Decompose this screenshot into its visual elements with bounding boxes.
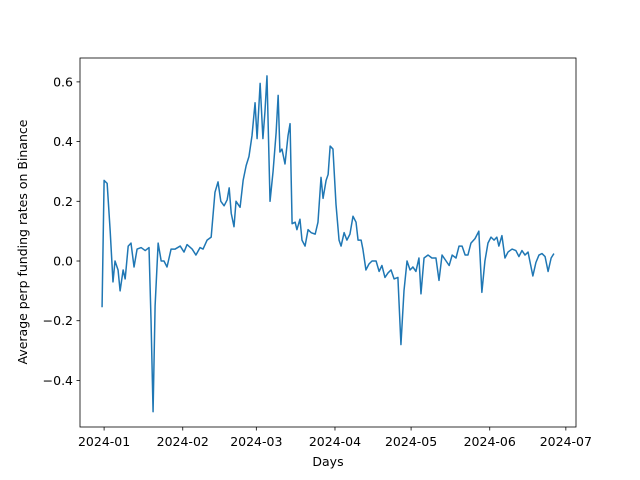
x-axis-label: Days	[312, 454, 343, 469]
y-tick-label: 0.2	[53, 194, 73, 209]
x-tick-label: 2024-07	[540, 434, 592, 449]
x-tick-label: 2024-03	[230, 434, 282, 449]
plot-frame	[79, 57, 577, 428]
y-tick-label: −0.2	[43, 313, 73, 328]
y-tick-label: 0.0	[53, 254, 73, 269]
y-tick-label: 0.6	[53, 74, 73, 89]
x-tick-label: 2024-05	[385, 434, 437, 449]
x-tick-label: 2024-02	[157, 434, 209, 449]
y-tick-label: −0.4	[43, 373, 73, 388]
data-line	[101, 75, 555, 413]
y-axis-label: Average perp funding rates on Binance	[15, 119, 30, 364]
x-tick-label: 2024-01	[78, 434, 130, 449]
x-tick-label: 2024-04	[309, 434, 361, 449]
y-tick-label: 0.4	[53, 134, 73, 149]
x-tick-label: 2024-06	[464, 434, 516, 449]
